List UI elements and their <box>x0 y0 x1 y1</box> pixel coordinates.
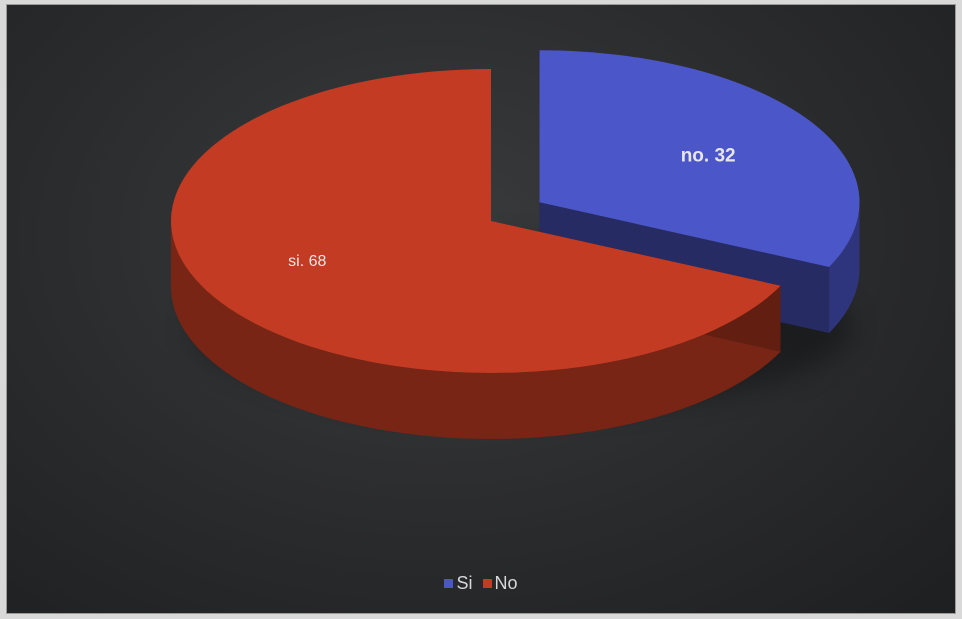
pie-slice-si <box>171 69 781 373</box>
legend-item-si: Si <box>444 573 473 594</box>
data-label-no: no. 32 <box>681 146 736 167</box>
legend-item-no: No <box>482 573 518 594</box>
pie-slice-side-si <box>171 221 781 439</box>
pie-chart: si. 68 no. 32 <box>171 50 860 439</box>
data-label-si: si. 68 <box>288 253 326 270</box>
legend-swatch-si <box>444 579 454 588</box>
pie-slice-no <box>539 50 860 267</box>
legend-label-si: Si <box>456 573 473 593</box>
legend: Si No <box>7 573 955 594</box>
pie-slice-side-no <box>829 202 860 333</box>
chart-frame: si. 68 no. 32 Si No <box>6 4 956 614</box>
legend-swatch-no <box>482 579 492 588</box>
legend-label-no: No <box>494 573 518 593</box>
